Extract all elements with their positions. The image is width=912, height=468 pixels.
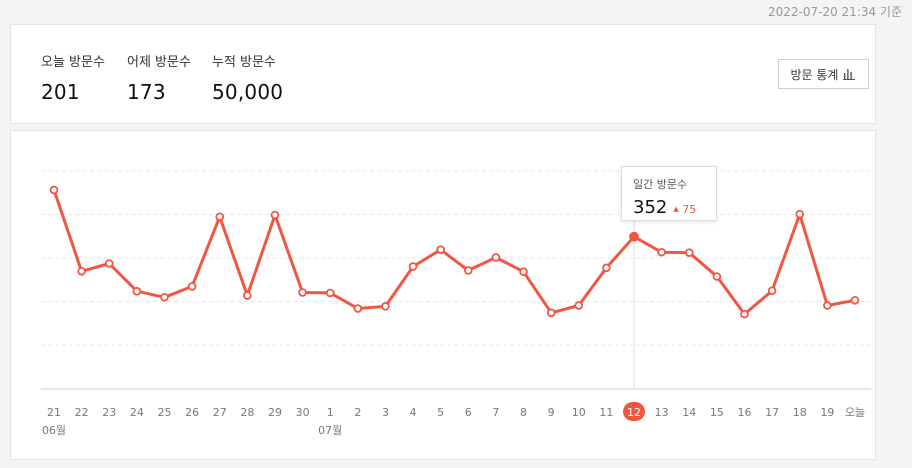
data-point <box>767 286 777 296</box>
x-tick-label: 7 <box>492 406 499 419</box>
highlight-tick-badge <box>623 402 646 421</box>
month-label: 06월 <box>42 424 66 437</box>
data-point <box>602 263 611 273</box>
data-point <box>298 288 307 297</box>
x-tick-label: 18 <box>793 406 807 419</box>
stat-today-value: 201 <box>41 80 80 104</box>
data-point <box>381 302 390 311</box>
data-point <box>795 209 805 219</box>
data-point <box>160 292 169 302</box>
x-tick-label: 13 <box>655 406 669 419</box>
stat-yesterday: 어제 방문수 173 <box>127 51 191 104</box>
data-point <box>104 259 114 268</box>
data-point <box>132 286 142 296</box>
data-point <box>77 266 86 276</box>
x-tick-label: 6 <box>465 406 472 419</box>
timestamp: 2022-07-20 21:34 기준 <box>767 5 902 19</box>
data-point <box>187 282 197 291</box>
x-tick-label: 12 <box>627 406 641 419</box>
data-point <box>49 185 59 195</box>
stat-total-label: 누적 방문수 <box>212 55 276 70</box>
x-tick-label: 24 <box>130 406 144 419</box>
data-point <box>657 247 666 257</box>
up-arrow-icon: ▲ <box>673 205 679 213</box>
data-point <box>712 272 722 281</box>
x-tick-label: 17 <box>765 406 779 419</box>
tooltip-label: 일간 방문수 <box>633 178 688 191</box>
tooltip-delta: ▲ 75 <box>673 203 696 216</box>
data-point <box>215 212 225 222</box>
summary-card: 오늘 방문수 201 어제 방문수 173 누적 방문수 50,000 방문 통… <box>10 24 876 124</box>
x-tick-label: 19 <box>820 406 834 419</box>
x-tick-label: 15 <box>710 406 724 419</box>
data-point <box>823 301 832 310</box>
data-point <box>408 262 418 271</box>
month-label: 07월 <box>318 424 342 437</box>
data-point <box>684 248 694 257</box>
chart-tooltip: 일간 방문수 352 ▲ 75 <box>621 166 717 221</box>
chart-card: 21 22 23 24 25 26 27 28 29 30 1 2 3 4 5 6 7 8 9 10 11 12 13 14 1… <box>10 130 876 460</box>
daily-visits-chart: 21 22 23 24 25 26 27 28 29 30 1 2 3 4 5 6 7 8 9 10 11 12 13 14 1… <box>41 170 871 437</box>
data-point <box>491 253 501 262</box>
x-tick-label: 26 <box>185 406 199 419</box>
data-point <box>270 210 280 220</box>
x-tick-label: 11 <box>599 406 613 419</box>
data-point <box>629 231 639 242</box>
x-tick-label: 1 <box>327 406 334 419</box>
stat-yesterday-value: 173 <box>127 80 166 104</box>
x-tick-label: 3 <box>382 406 389 419</box>
x-tick-label: 5 <box>437 406 444 419</box>
data-point <box>740 309 749 319</box>
x-tick-label: 30 <box>296 406 310 419</box>
data-point <box>325 288 335 298</box>
visit-stats-button[interactable]: 방문 통계 <box>778 59 869 89</box>
data-point <box>519 267 528 277</box>
data-point <box>574 301 584 310</box>
x-tick-label: 25 <box>157 406 171 419</box>
stat-total-value: 50,000 <box>212 80 284 104</box>
stat-today-label: 오늘 방문수 <box>41 55 105 70</box>
x-tick-label: 21 <box>47 406 61 419</box>
stat-today: 오늘 방문수 201 <box>41 51 105 104</box>
tooltip-delta-value: 75 <box>682 203 697 216</box>
x-tick-label: 9 <box>548 406 555 419</box>
stat-yesterday-label: 어제 방문수 <box>127 55 191 70</box>
x-tick-label: 22 <box>75 406 89 419</box>
x-tick-label: 8 <box>520 406 527 419</box>
x-tick-label: 14 <box>682 406 696 419</box>
x-tick-label: 10 <box>572 406 586 419</box>
x-tick-label: 4 <box>410 406 417 419</box>
x-tick-label: 29 <box>268 406 282 419</box>
data-point <box>243 291 252 300</box>
x-tick-label: 16 <box>738 406 752 419</box>
tooltip-value: 352 <box>633 197 668 218</box>
data-point <box>353 304 363 313</box>
x-tick-label: 2 <box>354 406 361 419</box>
data-point <box>546 308 556 318</box>
bar-chart-icon <box>843 69 856 80</box>
x-tick-label: 오늘 <box>845 406 865 419</box>
data-point <box>436 245 445 254</box>
data-point <box>850 295 860 305</box>
x-tick-label: 27 <box>213 406 227 419</box>
visit-stats-button-label: 방문 통계 <box>790 67 839 82</box>
x-tick-label: 23 <box>102 406 116 419</box>
x-tick-label: 28 <box>240 406 254 419</box>
data-point <box>463 266 473 275</box>
series-line <box>52 189 856 316</box>
stat-total: 누적 방문수 50,000 <box>212 51 283 104</box>
